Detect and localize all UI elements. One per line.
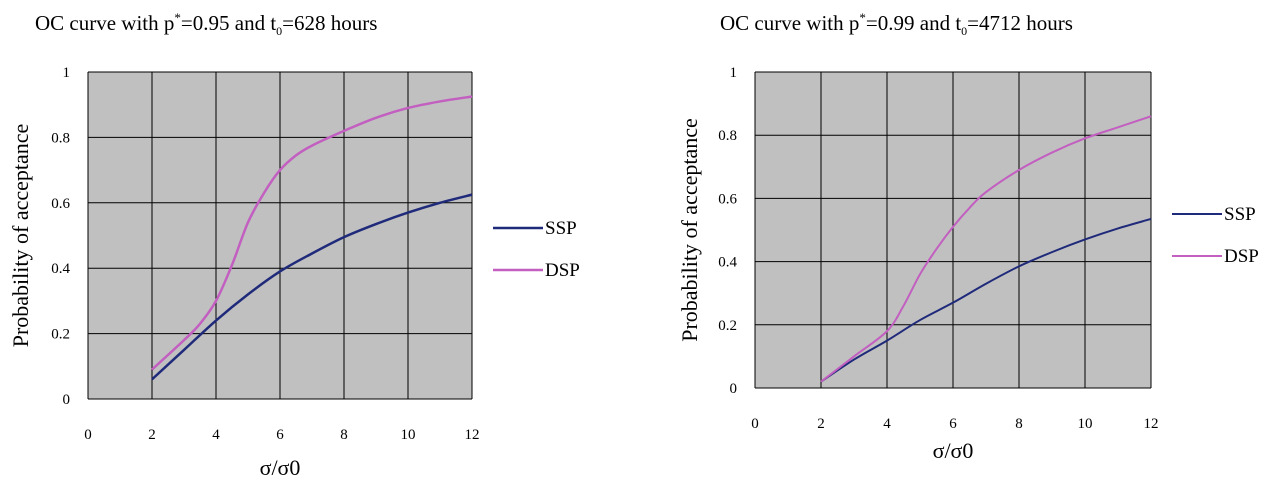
legend-label-ssp: SSP	[545, 218, 577, 239]
y-tick-label: 0.8	[718, 128, 737, 144]
x-tick-label: 4	[883, 416, 891, 432]
legend-label-ssp: SSP	[1224, 204, 1256, 225]
x-tick-label: 10	[401, 427, 416, 443]
y-tick-label: 0.6	[51, 196, 70, 212]
gridlines	[87, 71, 473, 400]
series-lines	[820, 115, 1152, 383]
x-tick-label: 0	[84, 427, 92, 443]
x-tick-label: 10	[1078, 416, 1093, 432]
x-tick-label: 4	[212, 427, 220, 443]
x-tick-label: 12	[1144, 416, 1159, 432]
x-tick-label: 6	[949, 416, 957, 432]
y-tick-label: 1	[730, 65, 738, 81]
x-axis-label: σ/σ0	[260, 455, 301, 480]
y-tick-label: 1	[63, 65, 71, 81]
x-tick-label: 12	[465, 427, 480, 443]
legend-label-dsp: DSP	[545, 260, 580, 281]
y-axis-label: Probability of acceptance	[8, 124, 33, 348]
y-tick-label: 0.2	[51, 327, 70, 343]
series-lines	[151, 95, 473, 381]
y-tick-label: 0.4	[51, 261, 70, 277]
y-tick-label: 0.4	[718, 255, 737, 271]
chart-title: OC curve with p*=0.95 and t0=628 hours	[35, 10, 377, 38]
series-line-ssp	[820, 217, 1152, 383]
legend: SSP DSP	[493, 218, 580, 281]
x-tick-labels: 0 2 4 6 8 10 12	[84, 427, 479, 443]
series-line-dsp	[151, 95, 473, 371]
y-tick-label: 0.8	[51, 130, 70, 146]
legend: SSP DSP	[1172, 204, 1259, 267]
y-tick-label: 0.2	[718, 318, 737, 334]
x-tick-label: 8	[340, 427, 348, 443]
legend-label-dsp: DSP	[1224, 246, 1259, 267]
x-axis-label: σ/σ0	[933, 438, 974, 463]
y-tick-labels: 0 0.2 0.4 0.6 0.8 1	[51, 65, 70, 408]
y-tick-label: 0	[730, 381, 738, 397]
x-tick-label: 2	[148, 427, 156, 443]
x-tick-labels: 0 2 4 6 8 10 12	[751, 416, 1158, 432]
series-line-dsp	[820, 115, 1152, 383]
chart-right: OC curve with p*=0.99 and t0=4712 hours …	[677, 10, 1259, 463]
gridlines	[754, 71, 1152, 389]
y-axis-label: Probability of acceptance	[677, 118, 702, 342]
y-tick-labels: 0 0.2 0.4 0.6 0.8 1	[718, 65, 737, 397]
chart-left: OC curve with p*=0.95 and t0=628 hours 0…	[8, 10, 580, 480]
x-tick-label: 8	[1015, 416, 1023, 432]
series-line-ssp	[151, 193, 473, 381]
x-tick-label: 6	[276, 427, 284, 443]
y-tick-label: 0	[63, 392, 71, 408]
chart-title: OC curve with p*=0.99 and t0=4712 hours	[720, 10, 1073, 38]
y-tick-label: 0.6	[718, 191, 737, 207]
x-tick-label: 2	[817, 416, 825, 432]
x-tick-label: 0	[751, 416, 759, 432]
